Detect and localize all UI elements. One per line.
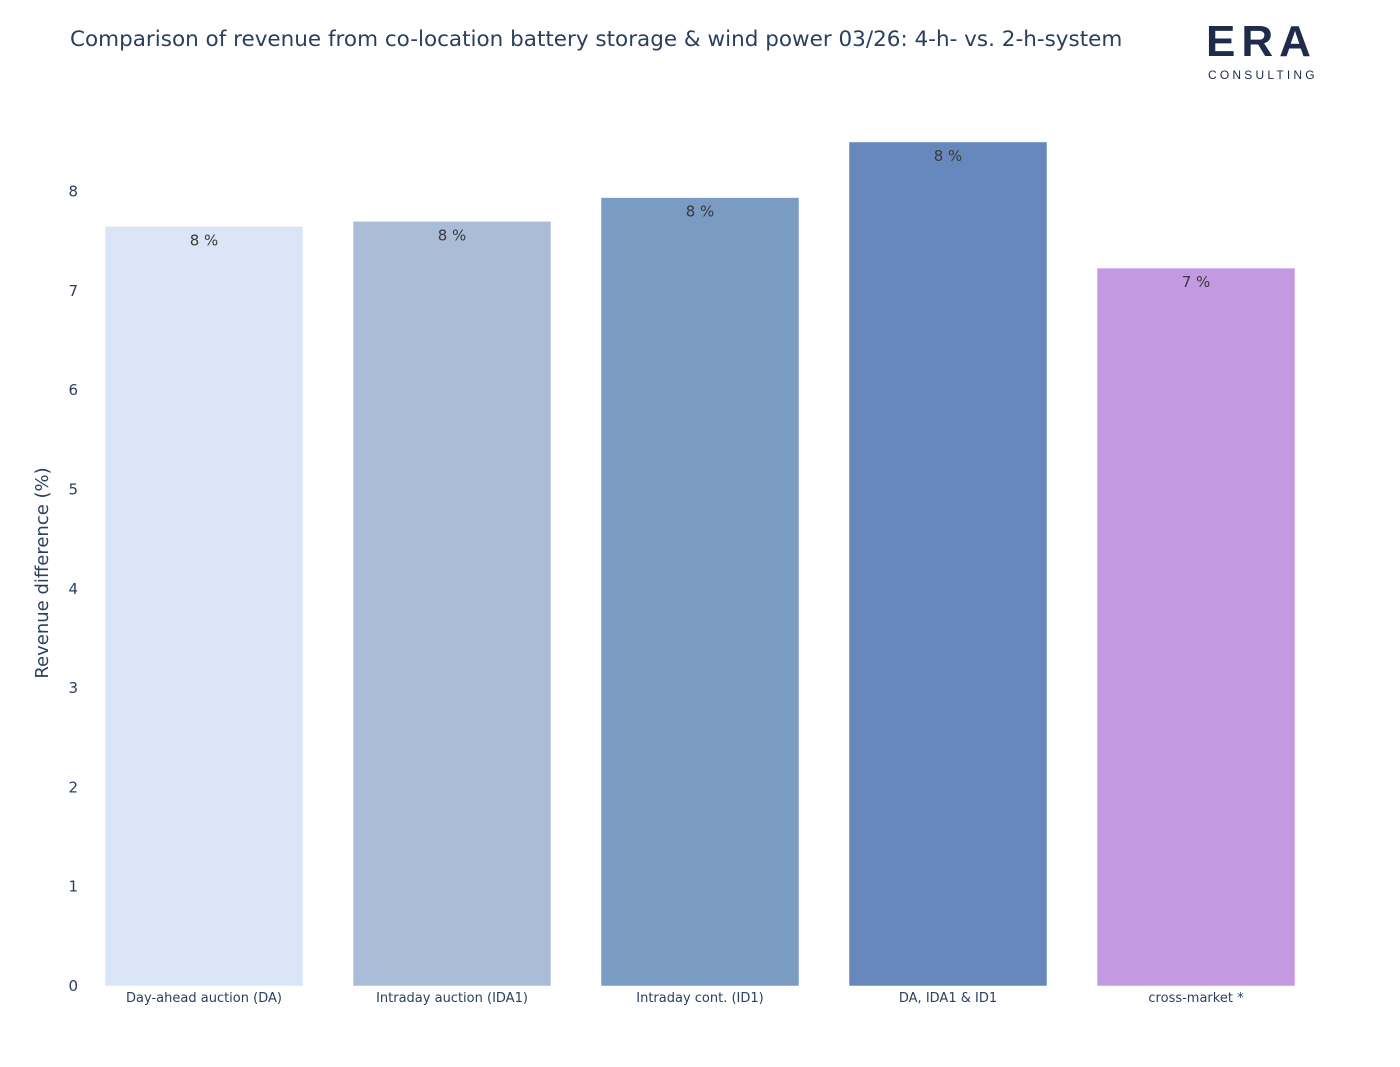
y-tick-label: 4 <box>68 580 78 598</box>
y-tick-label: 5 <box>68 481 78 499</box>
y-tick-label: 7 <box>68 282 78 300</box>
bar-data-label: 8 % <box>438 226 467 244</box>
bar <box>600 197 800 987</box>
x-tick-label: Intraday auction (IDA1) <box>376 991 528 1006</box>
bar-data-label: 8 % <box>686 203 715 221</box>
x-tick-label: DA, IDA1 & ID1 <box>899 991 997 1006</box>
bar-data-label: 8 % <box>190 231 219 249</box>
chart-title: Comparison of revenue from co-location b… <box>70 27 1123 52</box>
bar-data-label: 8 % <box>934 147 963 165</box>
y-tick-label: 6 <box>68 381 78 399</box>
bar <box>352 221 552 987</box>
bar <box>1096 267 1296 987</box>
bar <box>848 141 1048 987</box>
y-tick-label: 2 <box>68 778 78 796</box>
logo-wordmark: ERA <box>1206 17 1317 66</box>
x-tick-label: Day-ahead auction (DA) <box>126 991 282 1006</box>
logo-subtitle: CONSULTING <box>1208 68 1318 82</box>
x-tick-label: cross-market * <box>1148 991 1244 1006</box>
y-tick-label: 8 <box>68 183 78 201</box>
y-tick-label: 1 <box>68 878 78 896</box>
x-tick-label: Intraday cont. (ID1) <box>636 991 764 1006</box>
y-tick-label: 3 <box>68 679 78 697</box>
bar <box>104 226 304 987</box>
era-consulting-logo: ERA CONSULTING <box>1206 17 1322 83</box>
y-axis-title: Revenue difference (%) <box>32 467 53 678</box>
bar-data-label: 7 % <box>1182 273 1211 291</box>
y-tick-label: 0 <box>68 977 78 995</box>
